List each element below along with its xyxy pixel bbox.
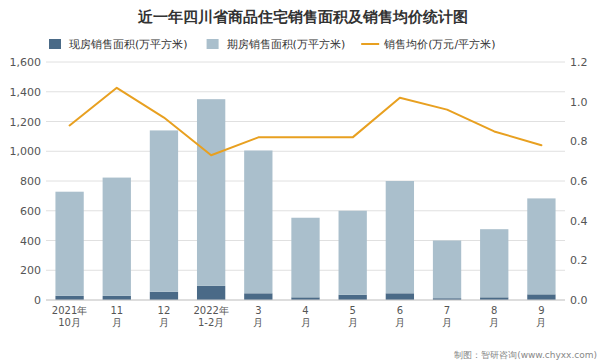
footer: 制图：智研咨询(www.chyxx.com) — [454, 350, 597, 360]
legend-label: 期房销售面积(万平方米) — [227, 38, 346, 51]
y-tick-label: 800 — [20, 175, 41, 188]
legend: 现房销售面积(万平方米) 期房销售面积(万平方米) 销售均价(万元/平方米) — [49, 38, 495, 51]
line — [70, 88, 542, 155]
x-tick-label-line: 6 — [397, 305, 403, 316]
bar — [527, 294, 555, 300]
bar — [433, 241, 461, 299]
x-tick-label-line: 8 — [491, 305, 497, 316]
x-tick-label-line: 月 — [253, 317, 263, 328]
x-tick-label: 7月 — [442, 305, 452, 328]
y-tick-label: 1,600 — [10, 56, 42, 69]
legend-item: 销售均价(万元/平方米) — [361, 38, 495, 51]
bar — [244, 151, 272, 294]
grid-line — [46, 300, 565, 301]
legend-label: 现房销售面积(万平方米) — [69, 38, 188, 51]
x-tick-label: 5月 — [348, 305, 358, 328]
x-tick-label: 8月 — [489, 305, 499, 328]
y2-tick-label: 1.0 — [570, 96, 588, 109]
legend-swatch — [207, 39, 219, 49]
legend-item: 期房销售面积(万平方米) — [207, 38, 346, 51]
bar — [55, 192, 83, 296]
y2-tick-label: 0.6 — [570, 175, 588, 188]
y2-tick-label: 0.4 — [570, 215, 588, 228]
grid — [46, 62, 565, 300]
y2-tick-label: 1.2 — [570, 56, 588, 69]
x-tick-label-line: 3 — [255, 305, 261, 316]
bar-series — [55, 99, 555, 298]
y-tick-label: 600 — [20, 205, 41, 218]
legend-swatch — [361, 43, 379, 45]
x-tick-label: 12月 — [158, 305, 171, 328]
y-tick-label: 0 — [34, 294, 41, 307]
y2-tick-label: 0.8 — [570, 135, 588, 148]
x-tick-label-line: 月 — [489, 317, 499, 328]
x-tick-label: 4月 — [301, 305, 311, 328]
x-tick-label-line: 5 — [349, 305, 355, 316]
y-tick-label: 200 — [20, 264, 41, 277]
x-tick-label-line: 2021年 — [52, 305, 87, 316]
x-tick-label-line: 月 — [536, 317, 546, 328]
bar — [150, 130, 178, 291]
grid-line — [46, 151, 565, 152]
x-tick-label: 6月 — [395, 305, 405, 328]
bar — [480, 229, 508, 297]
y-tick-label: 400 — [20, 235, 41, 248]
bar — [291, 218, 319, 298]
y-tick-label: 1,400 — [10, 86, 42, 99]
x-tick-label-line: 11 — [110, 305, 123, 316]
x-tick-label: 9月 — [536, 305, 546, 328]
bar — [103, 296, 131, 300]
x-axis-line — [46, 300, 565, 301]
bar — [244, 293, 272, 300]
x-tick-label-line: 月 — [301, 317, 311, 328]
legend-swatch — [49, 39, 61, 49]
x-tick-label-line: 2022年 — [193, 305, 228, 316]
x-tick-label: 3月 — [253, 305, 263, 328]
bar — [339, 295, 367, 300]
y-tick-label: 1,200 — [10, 116, 42, 129]
x-tick-label-line: 月 — [442, 317, 452, 328]
bar — [55, 296, 83, 300]
page: {"chart_data": { "type": "bar", "title":… — [0, 0, 605, 364]
x-tick-label-line: 10月 — [58, 317, 81, 328]
y-tick-label: 1,000 — [10, 145, 42, 158]
legend-item: 现房销售面积(万平方米) — [49, 38, 188, 51]
bar — [386, 181, 414, 293]
title: 近一年四川省商品住宅销售面积及销售均价统计图 — [137, 8, 468, 26]
x-tick-label-line: 月 — [395, 317, 405, 328]
x-tick-label-line: 月 — [348, 317, 358, 328]
bar — [527, 198, 555, 294]
x-tick-label-line: 月 — [112, 317, 122, 328]
x-tick-label-line: 月 — [159, 317, 169, 328]
bar — [197, 99, 225, 286]
chart: 近一年四川省商品住宅销售面积及销售均价统计图 0 200 400 600 800 1,000… — [0, 0, 605, 364]
x-tick-label-line: 12 — [158, 305, 171, 316]
bar — [197, 286, 225, 300]
bar — [339, 211, 367, 295]
x-tick-label: 2021年10月 — [52, 305, 87, 328]
bar — [386, 293, 414, 300]
x-tick-label-line: 4 — [302, 305, 308, 316]
marks — [55, 88, 555, 300]
legend-label: 销售均价(万元/平方米) — [383, 38, 495, 51]
x-tick-label-line: 1-2月 — [198, 317, 224, 328]
grid-line — [46, 121, 565, 122]
y2-tick-label: 0.2 — [570, 254, 588, 267]
x-tick-label: 11月 — [110, 305, 123, 328]
x-tick-label-line: 7 — [444, 305, 450, 316]
y2-tick-label: 0.0 — [570, 294, 588, 307]
bar — [103, 178, 131, 296]
x-tick-label: 2022年1-2月 — [193, 305, 228, 328]
bar — [150, 292, 178, 300]
grid-line — [46, 62, 565, 63]
x-tick-label-line: 9 — [538, 305, 544, 316]
